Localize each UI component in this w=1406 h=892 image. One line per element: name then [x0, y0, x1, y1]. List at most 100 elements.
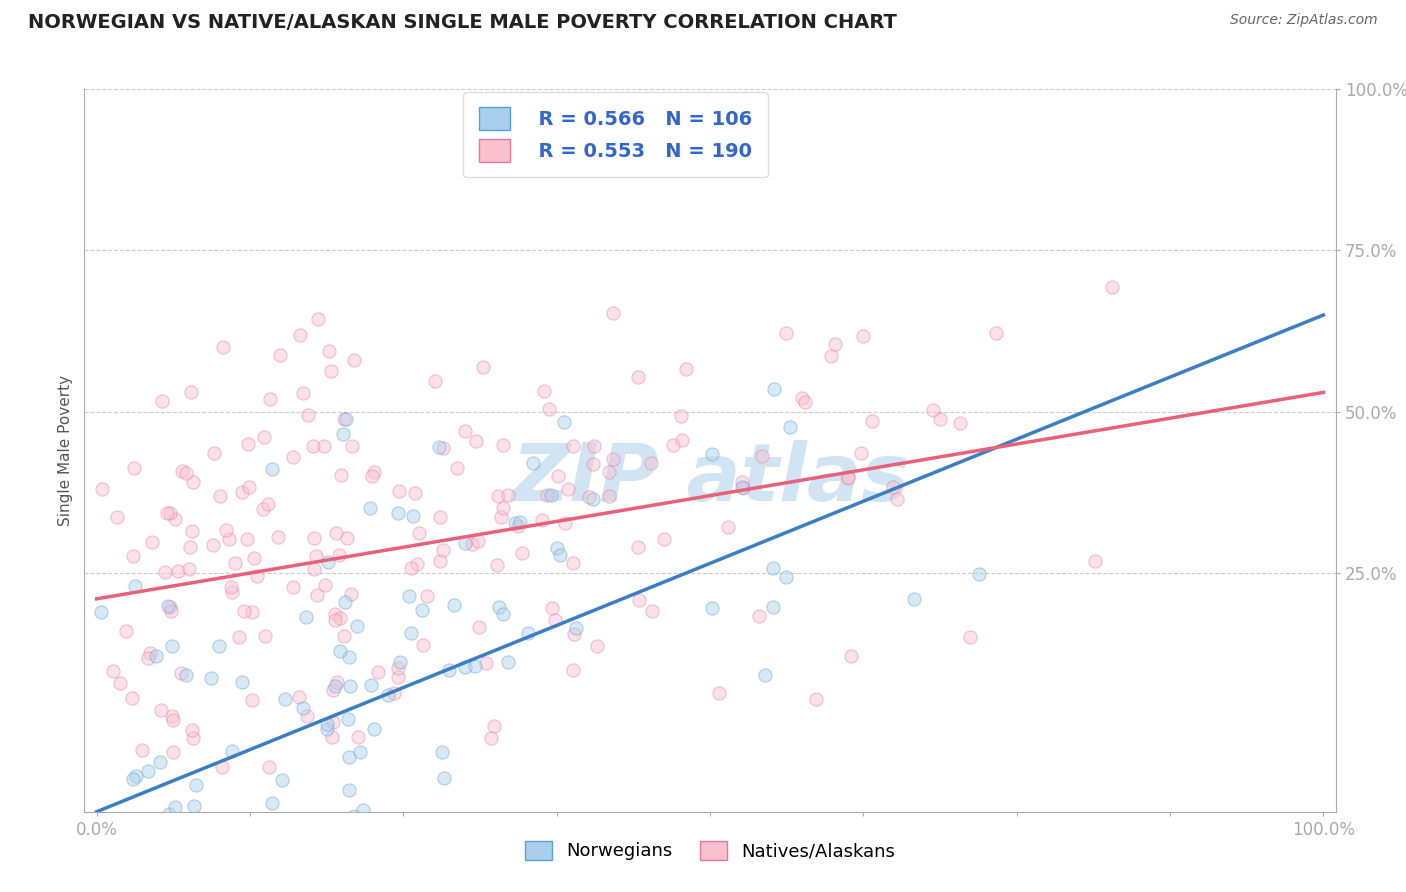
Point — [201, 539, 224, 553]
Point — [793, 395, 815, 409]
Point — [190, 824, 212, 838]
Point — [292, 385, 315, 400]
Point — [852, 329, 875, 343]
Point — [602, 452, 624, 467]
Point — [163, 800, 186, 814]
Point — [432, 745, 454, 759]
Point — [302, 439, 325, 453]
Point — [316, 555, 339, 569]
Point — [221, 744, 243, 758]
Y-axis label: Single Male Poverty: Single Male Poverty — [58, 375, 73, 526]
Point — [458, 824, 481, 838]
Point — [540, 488, 562, 502]
Point — [486, 489, 509, 503]
Point — [582, 491, 605, 506]
Point — [157, 807, 180, 822]
Point — [485, 558, 508, 573]
Point — [553, 415, 575, 429]
Point — [215, 523, 238, 537]
Point — [347, 731, 370, 745]
Point — [387, 660, 409, 674]
Point — [281, 450, 304, 464]
Point — [404, 486, 426, 500]
Point — [1084, 554, 1107, 568]
Point — [295, 610, 318, 624]
Point — [454, 659, 477, 673]
Point — [387, 670, 409, 684]
Point — [1101, 279, 1123, 293]
Point — [363, 824, 385, 838]
Point — [484, 718, 506, 732]
Point — [188, 824, 211, 838]
Point — [671, 433, 693, 447]
Point — [162, 745, 184, 759]
Point — [152, 824, 174, 838]
Point — [209, 489, 232, 503]
Point — [186, 778, 208, 792]
Point — [212, 340, 235, 354]
Point — [492, 438, 515, 452]
Point — [731, 480, 754, 494]
Point — [322, 715, 344, 730]
Point — [437, 663, 460, 677]
Point — [180, 384, 202, 399]
Point — [700, 447, 723, 461]
Point — [131, 743, 153, 757]
Point — [181, 723, 204, 737]
Point — [562, 556, 585, 570]
Point — [269, 349, 291, 363]
Point — [503, 516, 526, 531]
Point — [149, 703, 172, 717]
Point — [342, 439, 364, 453]
Point — [731, 481, 754, 495]
Point — [329, 611, 352, 625]
Point — [315, 723, 337, 737]
Point — [181, 524, 204, 539]
Point — [336, 532, 359, 546]
Point — [108, 675, 131, 690]
Point — [159, 600, 181, 615]
Point — [541, 600, 564, 615]
Point — [228, 631, 250, 645]
Point — [291, 701, 314, 715]
Point — [839, 648, 862, 663]
Point — [548, 548, 571, 562]
Point — [200, 824, 222, 838]
Point — [860, 414, 883, 428]
Point — [91, 482, 114, 496]
Point — [124, 579, 146, 593]
Point — [496, 488, 519, 502]
Point — [427, 440, 450, 454]
Point — [352, 803, 374, 817]
Point — [929, 412, 952, 426]
Point — [467, 534, 489, 549]
Point — [325, 525, 347, 540]
Point — [465, 434, 488, 448]
Point — [307, 312, 329, 326]
Point — [208, 639, 231, 653]
Point — [361, 468, 384, 483]
Text: Source: ZipAtlas.com: Source: ZipAtlas.com — [1230, 13, 1378, 28]
Point — [804, 692, 827, 706]
Point — [561, 663, 583, 677]
Point — [174, 667, 197, 681]
Point — [416, 590, 439, 604]
Point — [471, 360, 494, 375]
Point — [432, 441, 454, 455]
Point — [387, 506, 409, 520]
Point — [141, 535, 163, 549]
Point — [224, 556, 246, 570]
Point — [675, 362, 697, 376]
Point — [509, 516, 531, 530]
Point — [125, 768, 148, 782]
Point — [333, 595, 356, 609]
Point — [125, 824, 148, 838]
Point — [363, 722, 385, 736]
Point — [221, 584, 243, 599]
Point — [488, 600, 510, 615]
Point — [360, 678, 382, 692]
Point — [433, 771, 456, 785]
Text: NORWEGIAN VS NATIVE/ALASKAN SINGLE MALE POVERTY CORRELATION CHART: NORWEGIAN VS NATIVE/ALASKAN SINGLE MALE … — [28, 13, 897, 32]
Point — [218, 532, 240, 546]
Point — [124, 460, 146, 475]
